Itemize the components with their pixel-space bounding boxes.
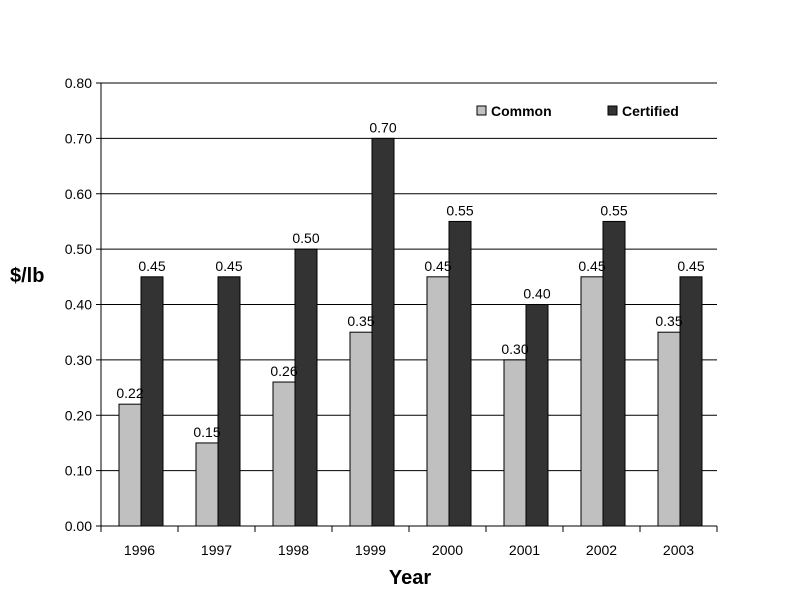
legend-label-certified: Certified (622, 103, 679, 119)
bar-certified (602, 220, 626, 527)
bar-common (657, 331, 681, 527)
data-label: 0.45 (215, 258, 242, 274)
y-tick-label: 0.50 (65, 241, 92, 257)
y-tick-label: 0.00 (65, 518, 92, 534)
x-tick-label: 2002 (586, 542, 617, 558)
x-axis-ticks: 1996 1997 1998 1999 2000 2001 2002 2003 (100, 526, 718, 558)
data-label: 0.15 (193, 424, 220, 440)
y-tick-label: 0.10 (65, 463, 92, 479)
bar-certified (448, 220, 472, 527)
bar-common (580, 276, 604, 527)
bar-certified (371, 137, 395, 527)
bars (118, 137, 703, 527)
x-tick-label: 1998 (278, 542, 309, 558)
data-label: 0.45 (138, 258, 165, 274)
bar-common (503, 359, 527, 527)
bar-common (349, 331, 373, 527)
x-tick-label: 1996 (124, 542, 155, 558)
data-label: 0.22 (116, 385, 143, 401)
data-label: 0.30 (501, 341, 528, 357)
x-tick-label: 2001 (509, 542, 540, 558)
data-label: 0.40 (523, 286, 550, 302)
bar-certified (140, 276, 164, 527)
bar-common (272, 381, 296, 527)
legend: Common Certified (476, 103, 679, 119)
x-tick-label: 2003 (663, 542, 694, 558)
data-labels: 0.22 0.45 0.15 0.45 0.26 0.50 0.35 0.70 0.45 0.55… (116, 119, 704, 440)
x-axis-title: Year (389, 567, 431, 589)
data-label: 0.26 (270, 363, 297, 379)
bar-common (426, 276, 450, 527)
bar-common (118, 403, 142, 527)
y-axis-title: $/lb (10, 265, 44, 287)
legend-swatch-certified (607, 105, 618, 116)
y-tick-label: 0.40 (65, 297, 92, 313)
data-label: 0.45 (424, 258, 451, 274)
y-tick-label: 0.80 (65, 75, 92, 91)
data-label: 0.35 (347, 313, 374, 329)
data-label: 0.45 (677, 258, 704, 274)
bar-certified (679, 276, 703, 527)
gridlines (101, 82, 717, 472)
data-label: 0.45 (578, 258, 605, 274)
bar-certified (525, 304, 549, 527)
bar-common (195, 442, 219, 527)
data-label: 0.35 (655, 313, 682, 329)
y-tick-label: 0.60 (65, 186, 92, 202)
legend-swatch-common (476, 105, 487, 116)
y-tick-label: 0.30 (65, 352, 92, 368)
data-label: 0.55 (446, 202, 473, 218)
x-tick-label: 2000 (432, 542, 463, 558)
data-label: 0.55 (600, 202, 627, 218)
x-tick-label: 1999 (355, 542, 386, 558)
y-axis-ticks: 0.00 0.10 0.20 0.30 0.40 0.50 0.60 0.70 0.80 (65, 75, 101, 534)
data-label: 0.70 (369, 119, 396, 135)
bar-certified (217, 276, 241, 527)
data-label: 0.50 (292, 230, 319, 246)
y-tick-label: 0.70 (65, 130, 92, 146)
y-tick-label: 0.20 (65, 407, 92, 423)
bar-certified (294, 248, 318, 527)
legend-label-common: Common (491, 103, 552, 119)
x-tick-label: 1997 (201, 542, 232, 558)
